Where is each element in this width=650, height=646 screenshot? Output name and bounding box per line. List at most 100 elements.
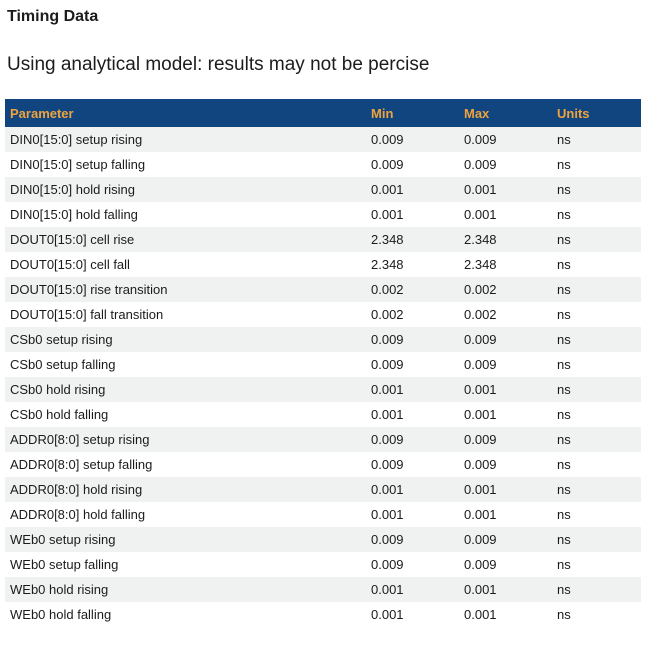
cell-units: ns [557, 607, 571, 622]
table-row: WEb0 setup rising 0.009 0.009 ns [5, 527, 641, 552]
cell-min: 0.009 [371, 332, 404, 347]
table-row: DIN0[15:0] hold rising 0.001 0.001 ns [5, 177, 641, 202]
column-header-max: Max [464, 105, 490, 121]
cell-max: 0.009 [464, 132, 497, 147]
cell-max: 0.009 [464, 532, 497, 547]
cell-parameter: CSb0 setup rising [10, 332, 113, 347]
cell-units: ns [557, 482, 571, 497]
cell-parameter: CSb0 hold falling [10, 407, 109, 422]
cell-units: ns [557, 507, 571, 522]
column-header-units: Units [557, 105, 590, 121]
cell-parameter: WEb0 setup falling [10, 557, 119, 572]
cell-max: 0.002 [464, 282, 497, 297]
table-body: DIN0[15:0] setup rising 0.009 0.009 ns DIN0[… [5, 127, 641, 627]
table-header-row: Parameter Min Max Units [5, 99, 641, 127]
cell-max: 0.001 [464, 482, 497, 497]
cell-max: 0.001 [464, 582, 497, 597]
cell-min: 0.001 [371, 482, 404, 497]
cell-units: ns [557, 407, 571, 422]
cell-min: 0.001 [371, 582, 404, 597]
cell-units: ns [557, 307, 571, 322]
table-row: DOUT0[15:0] fall transition 0.002 0.002 ns [5, 302, 641, 327]
table-row: DIN0[15:0] hold falling 0.001 0.001 ns [5, 202, 641, 227]
cell-max: 0.001 [464, 407, 497, 422]
cell-min: 0.001 [371, 182, 404, 197]
timing-report-page: Timing Data Using analytical model: resu… [0, 7, 650, 646]
cell-units: ns [557, 157, 571, 172]
cell-units: ns [557, 557, 571, 572]
cell-units: ns [557, 207, 571, 222]
table-row: ADDR0[8:0] setup falling 0.009 0.009 ns [5, 452, 641, 477]
cell-parameter: WEb0 setup rising [10, 532, 116, 547]
cell-min: 0.001 [371, 607, 404, 622]
table-row: CSb0 hold rising 0.001 0.001 ns [5, 377, 641, 402]
cell-min: 0.009 [371, 157, 404, 172]
table-row: DOUT0[15:0] rise transition 0.002 0.002 ns [5, 277, 641, 302]
cell-parameter: ADDR0[8:0] setup falling [10, 457, 153, 472]
page-title: Timing Data [7, 8, 99, 25]
cell-max: 0.001 [464, 382, 497, 397]
cell-units: ns [557, 432, 571, 447]
table-row: ADDR0[8:0] setup rising 0.009 0.009 ns [5, 427, 641, 452]
cell-parameter: WEb0 hold rising [10, 582, 109, 597]
cell-min: 0.009 [371, 357, 404, 372]
timing-data-table: Parameter Min Max Units DIN0[15:0] setup… [5, 99, 641, 627]
cell-parameter: ADDR0[8:0] hold rising [10, 482, 143, 497]
cell-units: ns [557, 582, 571, 597]
cell-min: 2.348 [371, 232, 404, 247]
cell-max: 0.002 [464, 307, 497, 322]
column-header-parameter: Parameter [10, 105, 74, 121]
cell-min: 0.009 [371, 457, 404, 472]
cell-parameter: DOUT0[15:0] cell rise [10, 232, 135, 247]
cell-parameter: ADDR0[8:0] setup rising [10, 432, 150, 447]
cell-max: 0.009 [464, 557, 497, 572]
table-row: DOUT0[15:0] cell fall 2.348 2.348 ns [5, 252, 641, 277]
cell-parameter: WEb0 hold falling [10, 607, 112, 622]
cell-units: ns [557, 357, 571, 372]
cell-max: 0.001 [464, 207, 497, 222]
cell-max: 0.009 [464, 457, 497, 472]
cell-min: 0.001 [371, 382, 404, 397]
cell-units: ns [557, 232, 571, 247]
table-row: ADDR0[8:0] hold falling 0.001 0.001 ns [5, 502, 641, 527]
cell-units: ns [557, 532, 571, 547]
table-row: CSb0 setup falling 0.009 0.009 ns [5, 352, 641, 377]
cell-units: ns [557, 132, 571, 147]
table-row: DIN0[15:0] setup rising 0.009 0.009 ns [5, 127, 641, 152]
cell-max: 0.001 [464, 507, 497, 522]
table-row: DOUT0[15:0] cell rise 2.348 2.348 ns [5, 227, 641, 252]
cell-max: 0.001 [464, 607, 497, 622]
cell-units: ns [557, 332, 571, 347]
cell-min: 0.009 [371, 532, 404, 547]
cell-min: 0.001 [371, 407, 404, 422]
page-subtitle: Using analytical model: results may not … [7, 54, 430, 75]
cell-parameter: DIN0[15:0] hold falling [10, 207, 138, 222]
table-row: CSb0 setup rising 0.009 0.009 ns [5, 327, 641, 352]
column-header-min: Min [371, 105, 394, 121]
table-row: WEb0 hold rising 0.001 0.001 ns [5, 577, 641, 602]
cell-max: 0.009 [464, 432, 497, 447]
cell-parameter: CSb0 setup falling [10, 357, 116, 372]
cell-units: ns [557, 282, 571, 297]
cell-max: 2.348 [464, 257, 497, 272]
cell-max: 0.009 [464, 357, 497, 372]
cell-min: 0.009 [371, 132, 404, 147]
cell-max: 0.001 [464, 182, 497, 197]
cell-max: 2.348 [464, 232, 497, 247]
cell-max: 0.009 [464, 332, 497, 347]
cell-units: ns [557, 182, 571, 197]
cell-parameter: DIN0[15:0] hold rising [10, 182, 136, 197]
cell-parameter: DOUT0[15:0] fall transition [10, 307, 164, 322]
cell-units: ns [557, 457, 571, 472]
cell-max: 0.009 [464, 157, 497, 172]
cell-parameter: DOUT0[15:0] rise transition [10, 282, 168, 297]
cell-units: ns [557, 257, 571, 272]
cell-parameter: DIN0[15:0] setup rising [10, 132, 143, 147]
cell-min: 0.002 [371, 282, 404, 297]
cell-min: 0.002 [371, 307, 404, 322]
cell-parameter: DIN0[15:0] setup falling [10, 157, 146, 172]
table-row: WEb0 hold falling 0.001 0.001 ns [5, 602, 641, 627]
cell-min: 0.009 [371, 557, 404, 572]
cell-parameter: CSb0 hold rising [10, 382, 106, 397]
table-row: WEb0 setup falling 0.009 0.009 ns [5, 552, 641, 577]
